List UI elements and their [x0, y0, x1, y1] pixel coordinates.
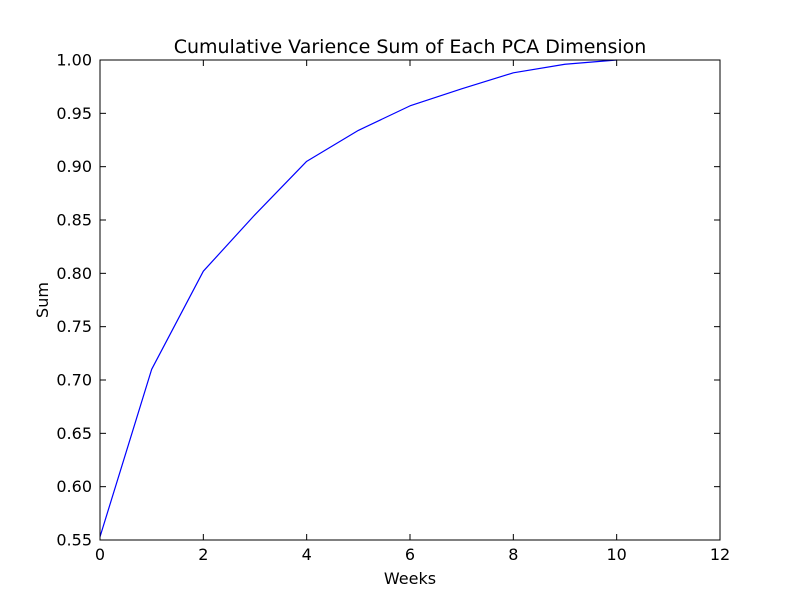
y-tick-label: 0.75 — [56, 317, 92, 336]
plot-frame — [100, 60, 720, 540]
x-tick-label: 6 — [405, 545, 415, 564]
y-tick-label: 0.55 — [56, 531, 92, 550]
y-tick-label: 1.00 — [56, 51, 92, 70]
chart-title: Cumulative Varience Sum of Each PCA Dime… — [174, 36, 647, 58]
x-tick-label: 10 — [606, 545, 626, 564]
series-line — [100, 60, 617, 537]
y-axis-label: Sum — [33, 282, 52, 318]
x-axis-label: Weeks — [384, 569, 436, 588]
x-tick-label: 12 — [710, 545, 730, 564]
y-tick-label: 0.65 — [56, 424, 92, 443]
x-tick-label: 8 — [508, 545, 518, 564]
y-tick-label: 0.90 — [56, 157, 92, 176]
x-tick-label: 0 — [95, 545, 105, 564]
series-layer — [100, 60, 617, 537]
tick-group: 0 2 4 6 8 10 12 0.55 0.60 0.65 0.70 0.75 0.80 0.85 0.9… — [56, 51, 730, 565]
x-tick-label: 2 — [198, 545, 208, 564]
y-tick-label: 0.60 — [56, 477, 92, 496]
y-tick-label: 0.95 — [56, 104, 92, 123]
x-tick-label: 4 — [302, 545, 312, 564]
y-tick-label: 0.85 — [56, 211, 92, 230]
y-tick-label: 0.70 — [56, 371, 92, 390]
y-tick-label: 0.80 — [56, 264, 92, 283]
